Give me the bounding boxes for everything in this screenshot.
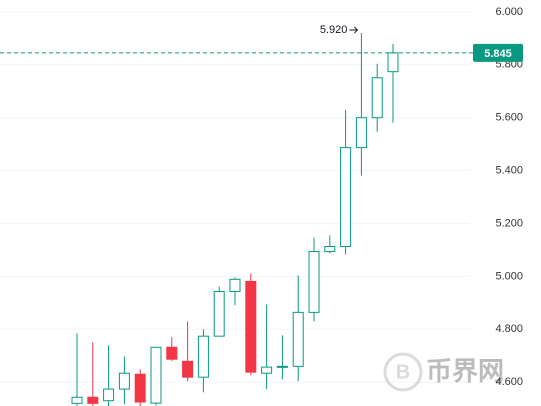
candle-body [245, 280, 257, 373]
candle-body [134, 373, 146, 403]
y-tick-label: 5.000 [495, 270, 523, 282]
candle-body [71, 396, 83, 404]
candle-body [213, 290, 225, 337]
candle-body [229, 278, 241, 292]
candle-body [103, 388, 115, 402]
last-price-label: 5.845 [484, 48, 512, 60]
watermark: 币界网 [426, 356, 504, 386]
candle-body [276, 365, 288, 368]
annotation-arrow [349, 26, 359, 34]
svg-text:B: B [396, 361, 410, 383]
y-tick-label: 5.600 [495, 112, 523, 124]
candle-body [150, 346, 162, 404]
candle-body [118, 372, 130, 390]
watermark-logo: B [383, 352, 423, 392]
candle-body [308, 251, 320, 313]
candle-body [387, 52, 399, 73]
candle-body [340, 147, 352, 248]
last-price-box [473, 43, 523, 62]
candle-body [292, 311, 304, 367]
candle-body [371, 77, 383, 119]
y-tick-label: 6.000 [495, 6, 523, 18]
high-annotation: 5.920 [320, 24, 348, 36]
candle-body [87, 396, 99, 404]
y-tick-label: 4.800 [495, 323, 523, 335]
y-tick-label: 5.400 [495, 165, 523, 177]
candle-body [261, 366, 273, 374]
candle-body [197, 335, 209, 378]
candle-body [324, 246, 336, 253]
candle-body [182, 360, 194, 378]
y-tick-label: 4.600 [495, 376, 523, 388]
candle-body [355, 117, 367, 149]
candle-body [166, 346, 178, 360]
y-tick-label: 5.200 [495, 217, 523, 229]
